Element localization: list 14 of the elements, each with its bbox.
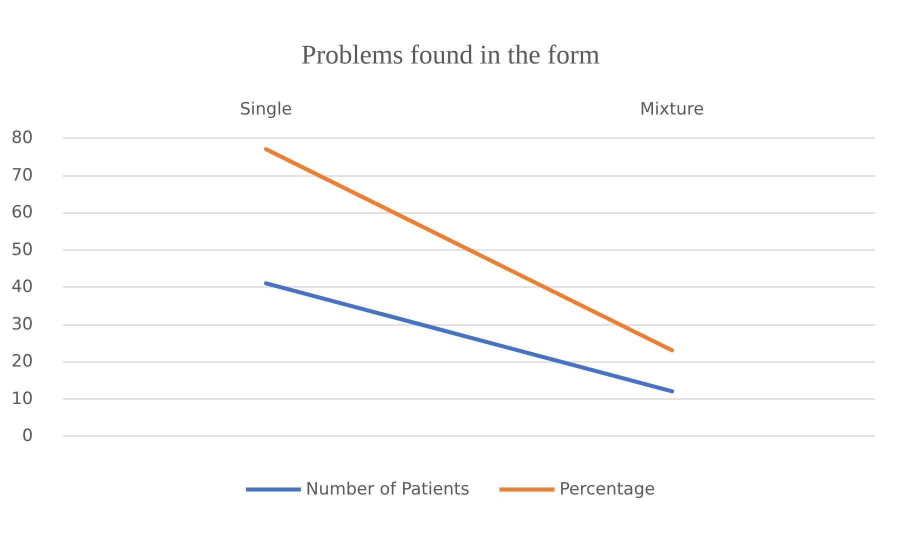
x-tick-label: Single [240, 100, 292, 120]
y-tick-label: 30 [11, 314, 33, 334]
y-tick-label: 20 [11, 352, 33, 372]
legend-label: Percentage [559, 480, 656, 500]
y-tick-label: 0 [22, 426, 33, 446]
y-tick-label: 50 [11, 240, 33, 260]
legend-label: Number of Patients [306, 480, 470, 500]
y-tick-label: 10 [11, 388, 33, 409]
y-tick-label: 70 [11, 165, 33, 186]
y-tick-label: 80 [11, 128, 33, 148]
y-tick-label: 40 [11, 277, 33, 297]
chart-title: Problems found in the form [301, 40, 600, 70]
x-tick-label: Mixture [640, 100, 704, 120]
y-tick-label: 60 [11, 202, 33, 222]
